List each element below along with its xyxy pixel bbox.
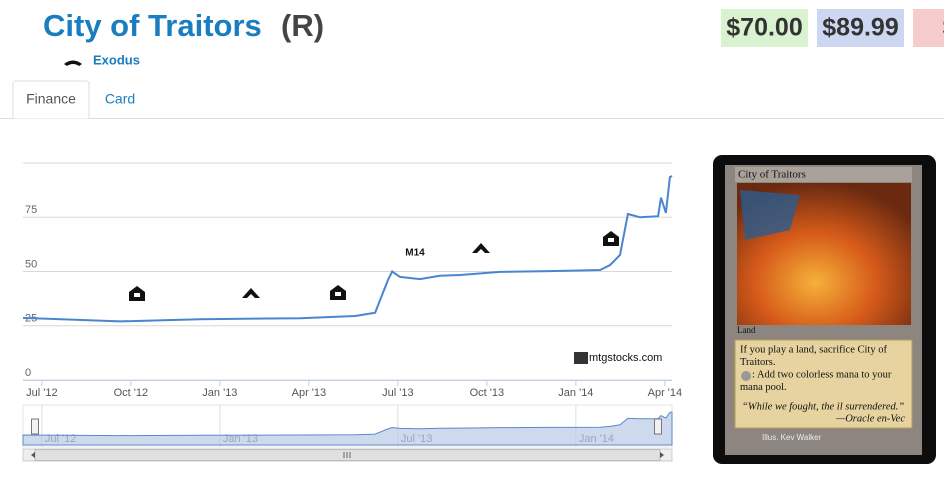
x-tick-label: Oct '12 xyxy=(114,387,149,399)
tab[interactable]: Card xyxy=(105,91,135,107)
tap-symbol xyxy=(741,371,751,381)
credit: mtgstocks.com xyxy=(589,352,662,364)
y-tick-label: 75 xyxy=(25,204,37,216)
price-box xyxy=(721,9,808,47)
card-name: City of Traitors xyxy=(738,169,806,181)
price: $1 xyxy=(943,14,944,42)
card-rules: Traitors. xyxy=(740,357,776,368)
set-symbol xyxy=(242,288,260,298)
card-text: If you play a land, sacrifice City of Tra… xyxy=(740,344,905,424)
x-tick-label: Apr '14 xyxy=(648,387,683,399)
card-type: Land xyxy=(737,325,756,335)
card-flavor: —Oracle en-Vec xyxy=(835,413,905,424)
price-box xyxy=(913,9,944,47)
set-symbol xyxy=(129,286,145,301)
set-icon xyxy=(64,60,82,66)
set-symbol xyxy=(603,231,619,246)
x-tick-label: Jul '12 xyxy=(26,387,57,399)
card-title[interactable]: City of Traitors xyxy=(43,8,262,43)
price-line xyxy=(22,175,673,323)
card-artist: Illus. Kev Walker xyxy=(762,433,822,442)
x-tick-label: Jul '13 xyxy=(382,387,413,399)
navigator-area xyxy=(22,411,673,446)
card-textbox xyxy=(734,339,913,429)
card-name-bar xyxy=(735,167,912,182)
card-rules: : Add two colorless mana to your xyxy=(752,369,892,380)
price: $70.00 xyxy=(726,14,802,42)
navigator-handle[interactable] xyxy=(654,418,662,435)
set-symbol xyxy=(472,243,490,253)
card-rules: If you play a land, sacrifice City of xyxy=(740,344,887,355)
set-symbol xyxy=(330,285,346,300)
x-tick-label: Jan '13 xyxy=(202,387,237,399)
tab[interactable]: Finance xyxy=(26,91,76,107)
x-tick-label: Oct '13 xyxy=(470,387,505,399)
card-rules: mana pool. xyxy=(740,382,787,393)
y-tick-label: 0 xyxy=(25,367,31,379)
x-tick-label: Apr '13 xyxy=(292,387,327,399)
navigator-handle[interactable] xyxy=(31,418,39,435)
price-boxes: $70.00 $89.99 $1 xyxy=(721,9,944,47)
active-tab xyxy=(12,80,90,119)
set-link[interactable]: Exodus xyxy=(93,52,140,67)
x-tick-label: Jan '14 xyxy=(558,387,593,399)
card-image: City of Traitors Land If you play a land… xyxy=(713,155,936,464)
card-art-detail xyxy=(740,190,800,240)
set-symbol-text: M14 xyxy=(405,248,425,259)
card-flavor: “While we fought, the il surrendered.” xyxy=(742,401,904,412)
credit-logo xyxy=(574,352,588,364)
y-tick-label: 50 xyxy=(25,258,37,270)
price-box xyxy=(817,9,904,47)
rarity: (R) xyxy=(281,8,324,43)
price: $89.99 xyxy=(822,14,898,42)
